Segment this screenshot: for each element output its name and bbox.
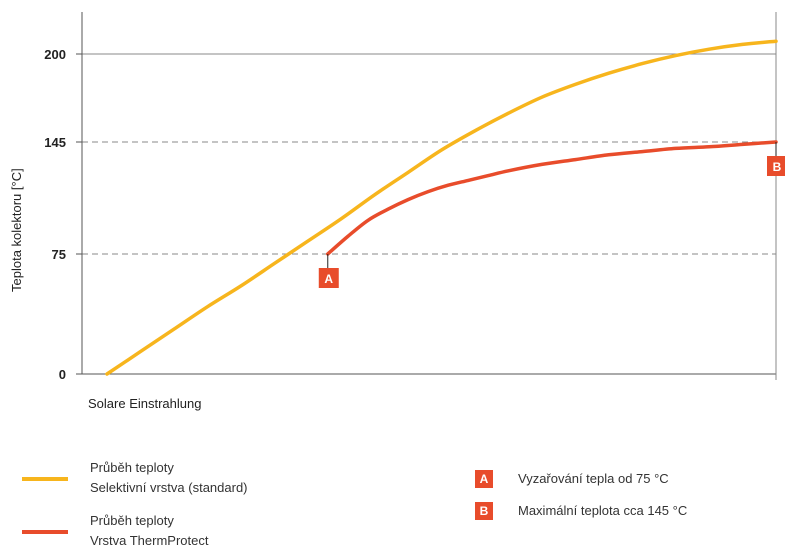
legend-swatch-thermprotect	[22, 530, 68, 534]
annotation-label-b: B	[773, 160, 782, 174]
legend-label-standard: Průběh teploty Selektivní vrstva (standa…	[90, 458, 248, 498]
series-line-standard	[107, 41, 776, 374]
legend-label-standard-line2: Selektivní vrstva (standard)	[90, 478, 248, 498]
legend-label-standard-line1: Průběh teploty	[90, 458, 248, 478]
legend-note-b: Maximální teplota cca 145 °C	[518, 502, 687, 520]
legend-label-thermprotect-line1: Průběh teploty	[90, 511, 208, 531]
grid-lines	[82, 54, 776, 254]
legend-badge-b: B	[475, 502, 493, 520]
y-tick-labels: 0 75 145 200	[44, 47, 66, 382]
y-tick-label-145: 145	[44, 135, 66, 150]
y-tick-label-75: 75	[52, 247, 66, 262]
y-axis-label: Teplota kolektoru [°C]	[9, 168, 24, 292]
y-tick-label-200: 200	[44, 47, 66, 62]
legend-label-thermprotect-line2: Vrstva ThermProtect	[90, 531, 208, 551]
y-tick-label-0: 0	[59, 367, 66, 382]
legend-swatch-standard	[22, 477, 68, 481]
legend-note-a: Vyzařování tepla od 75 °C	[518, 470, 669, 488]
chart: 0 75 145 200 A B Teplota kolektoru [°C] Sola…	[0, 0, 785, 440]
x-axis-label: Solare Einstrahlung	[88, 396, 201, 411]
series-lines	[107, 41, 776, 374]
legend-badge-a: A	[475, 470, 493, 488]
series-line-thermprotect	[328, 142, 776, 254]
legend-label-thermprotect: Průběh teploty Vrstva ThermProtect	[90, 511, 208, 551]
annotation-label-a: A	[324, 272, 333, 286]
